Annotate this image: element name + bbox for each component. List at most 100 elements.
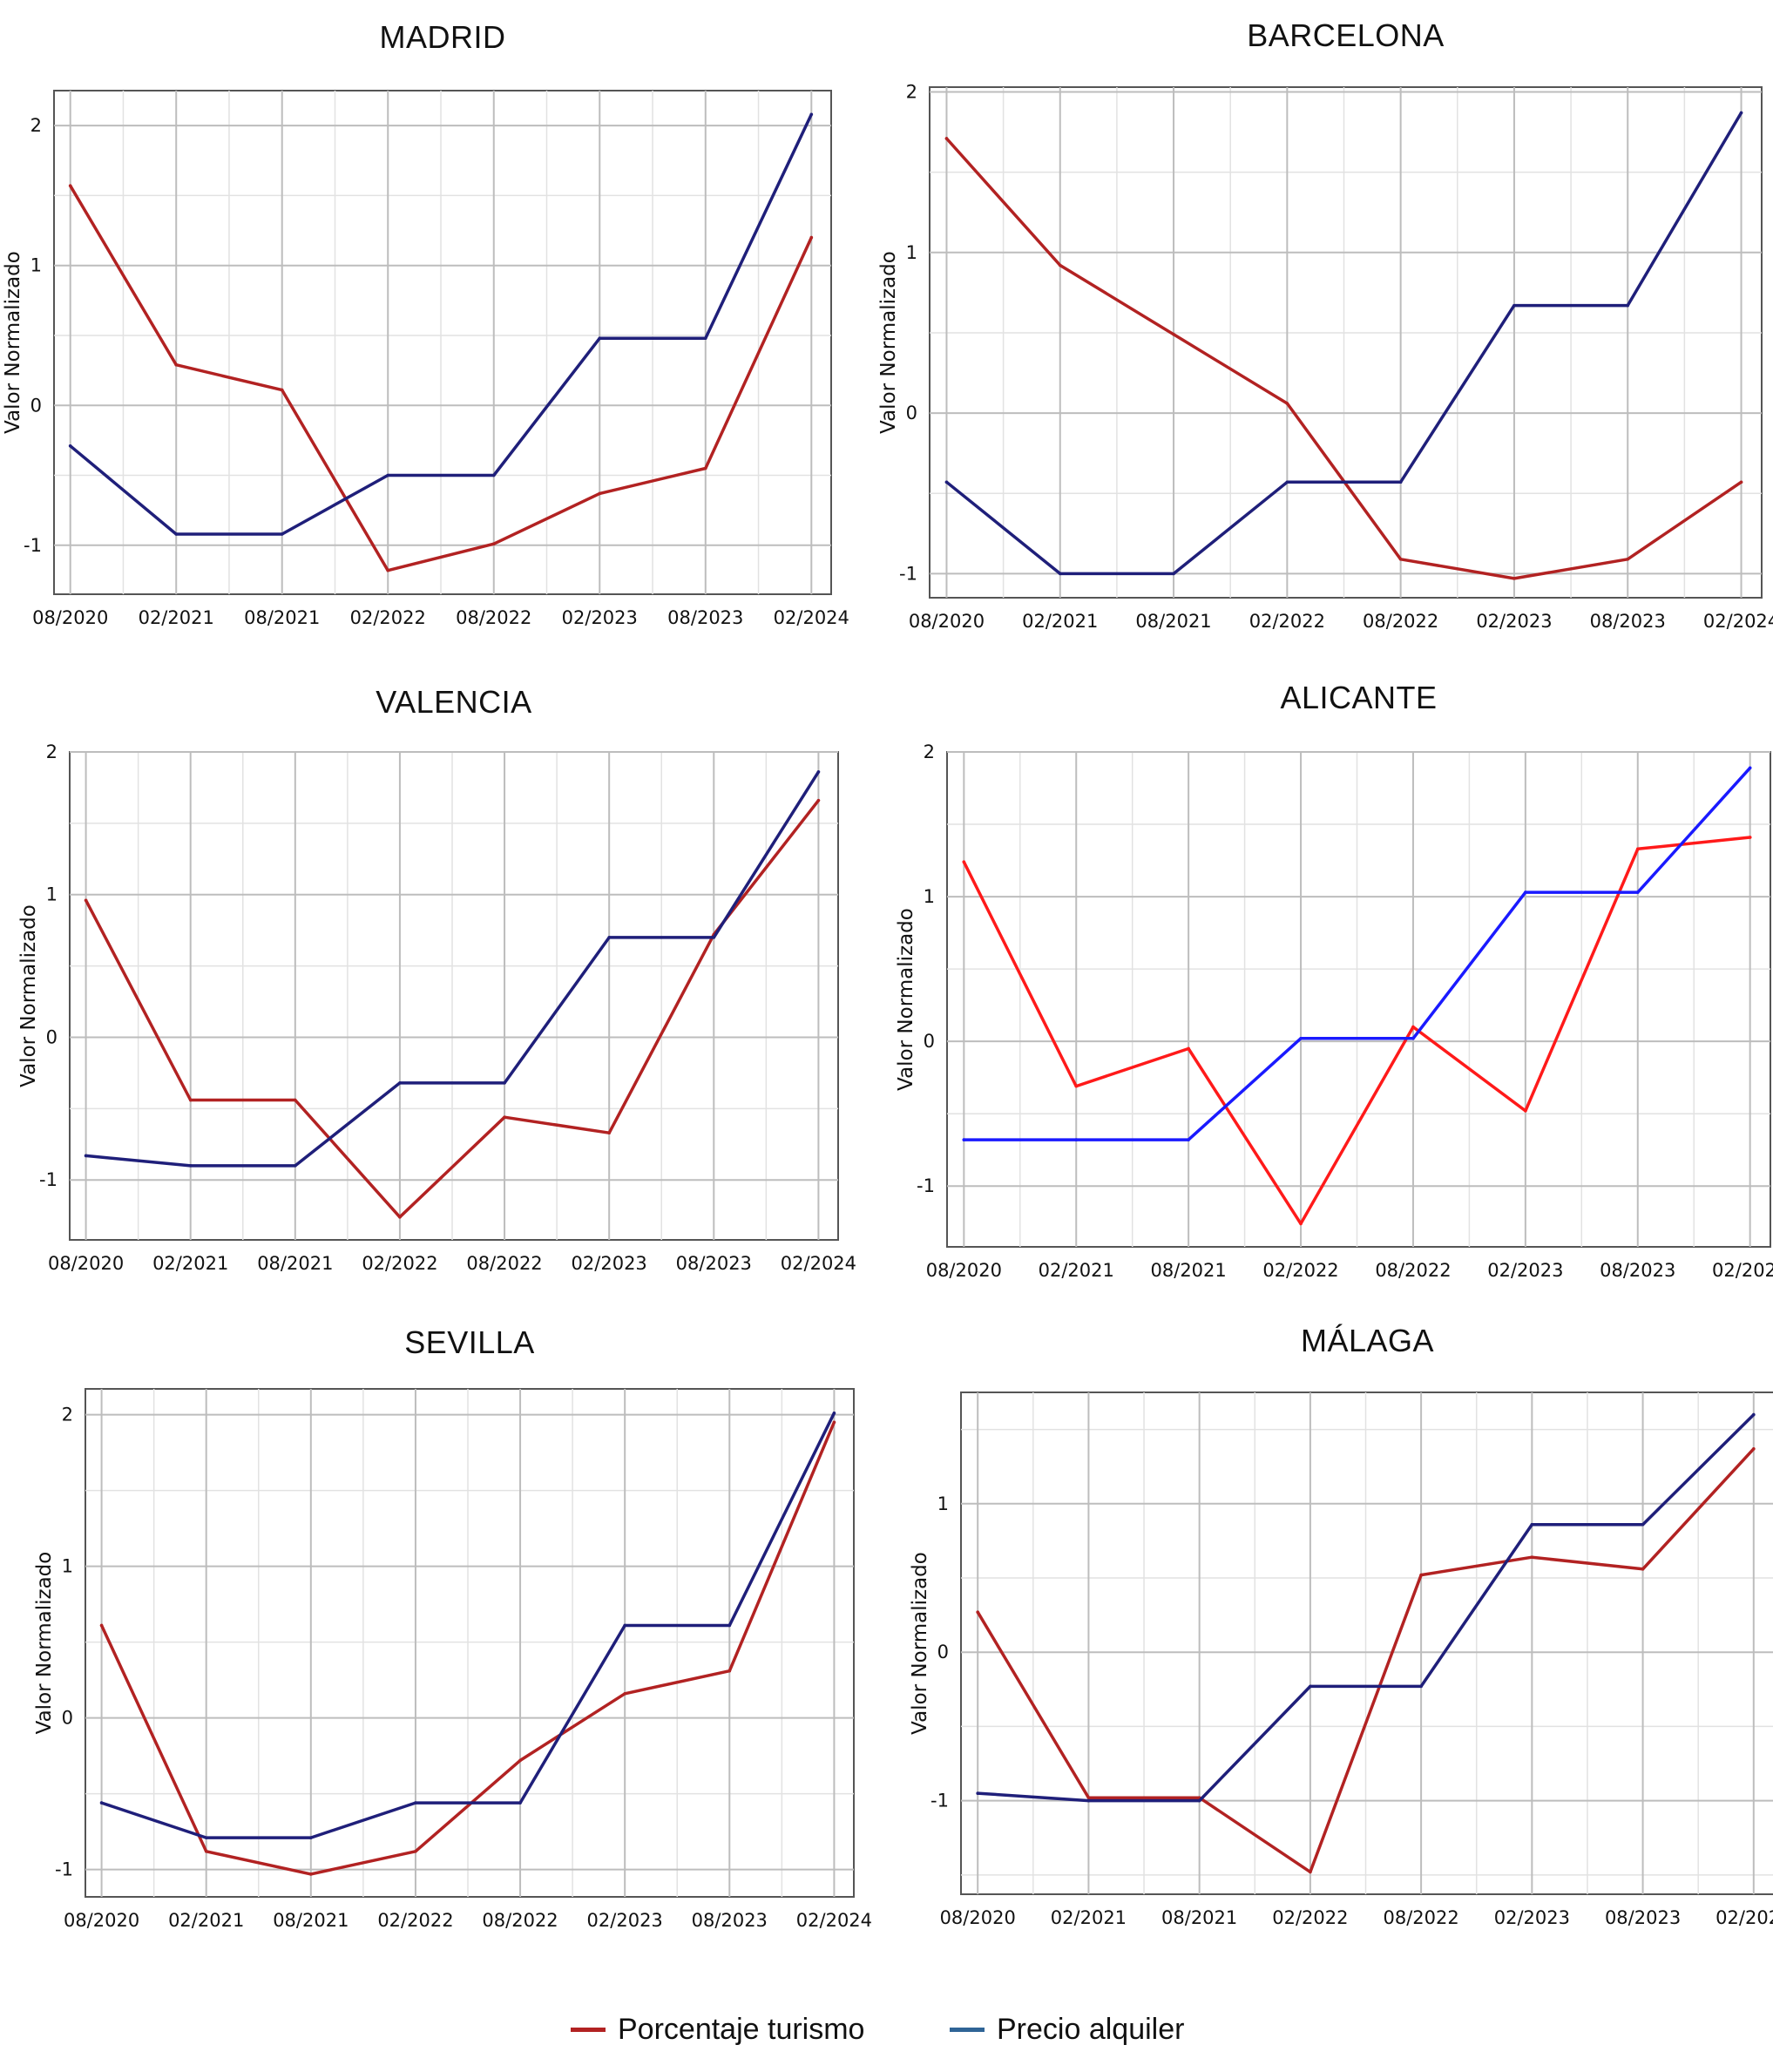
y-tick-label: 0 — [924, 1031, 935, 1052]
data-point-turismo — [607, 1131, 611, 1134]
data-point-alquiler — [727, 1623, 732, 1628]
chart-svg: 08/2020 02/2021 08/2021 02/2022 08/2022 02/20… — [17, 741, 856, 1274]
chart-panel-malaga: MÁLAGA 08/2020 02/2021 08/2021 02/2022 08/202… — [880, 1298, 1773, 1943]
x-tick-label: 08/2022 — [1375, 1260, 1451, 1281]
chart-title: MADRID — [379, 19, 506, 55]
data-point-turismo — [1512, 577, 1516, 580]
plot-frame — [946, 751, 1771, 1248]
data-point-turismo — [703, 466, 707, 471]
data-point-turismo — [503, 1115, 506, 1119]
legend-item-alquiler: Precio alquiler — [950, 2013, 1184, 2047]
data-point-alquiler — [598, 336, 602, 340]
data-point-turismo — [1752, 1446, 1756, 1451]
data-point-turismo — [962, 860, 966, 864]
data-point-turismo — [1058, 263, 1062, 267]
y-tick-label: -1 — [930, 1791, 949, 1811]
data-point-alquiler — [1641, 1522, 1645, 1527]
data-point-alquiler — [962, 1138, 966, 1141]
data-point-alquiler — [1411, 1037, 1415, 1040]
data-point-turismo — [1086, 1796, 1091, 1800]
data-point-alquiler — [607, 936, 611, 939]
chart-title: MÁLAGA — [1300, 1323, 1435, 1358]
data-point-alquiler — [816, 770, 821, 774]
data-point-alquiler — [174, 532, 179, 536]
data-point-alquiler — [518, 1801, 522, 1805]
data-point-turismo — [1626, 557, 1630, 561]
data-point-alquiler — [1524, 890, 1527, 894]
x-tick-label: 02/2022 — [1272, 1907, 1348, 1928]
data-point-alquiler — [1512, 303, 1516, 308]
series-line-alquiler — [962, 766, 1752, 1141]
data-point-turismo — [1641, 1567, 1645, 1571]
x-tick-label: 02/2022 — [362, 1253, 437, 1274]
chart-title: VALENCIA — [376, 684, 532, 720]
data-point-turismo — [518, 1758, 522, 1763]
plot-frame — [960, 1391, 1773, 1895]
data-point-alquiler — [1739, 111, 1743, 115]
data-point-alquiler — [309, 1836, 313, 1839]
x-tick-label: 08/2023 — [676, 1253, 752, 1274]
chart-svg: 08/2020 02/2021 08/2021 02/2022 08/2022 02/20… — [877, 82, 1773, 632]
legend-swatch-alquiler — [950, 2028, 985, 2032]
data-point-alquiler — [84, 1154, 88, 1158]
x-tick-label: 08/2020 — [940, 1907, 1016, 1928]
data-point-alquiler — [809, 112, 814, 117]
chart-svg: 08/2020 02/2021 08/2021 02/2022 08/2022 02/20… — [909, 1391, 1773, 1928]
data-point-alquiler — [1626, 303, 1630, 308]
data-point-alquiler — [68, 444, 72, 448]
data-point-alquiler — [1309, 1684, 1312, 1689]
y-axis-label: Valor Normalizado — [909, 1552, 931, 1735]
x-tick-label: 08/2020 — [48, 1253, 124, 1274]
data-point-alquiler — [944, 480, 949, 484]
data-point-alquiler — [1197, 1798, 1201, 1803]
y-axis-label: Valor Normalizado — [895, 908, 917, 1091]
data-point-alquiler — [1086, 1798, 1091, 1803]
data-point-alquiler — [1172, 572, 1175, 576]
y-tick-label: 1 — [62, 1556, 73, 1577]
data-point-turismo — [294, 1098, 297, 1102]
data-point-turismo — [386, 568, 390, 572]
chart-title: BARCELONA — [1247, 17, 1445, 53]
data-point-alquiler — [1398, 480, 1403, 484]
data-point-turismo — [727, 1669, 732, 1673]
data-point-alquiler — [712, 936, 716, 939]
data-point-alquiler — [398, 1081, 402, 1085]
y-tick-label: 1 — [30, 255, 42, 276]
y-axis-label: Valor Normalizado — [33, 1552, 56, 1735]
legend-label-turismo: Porcentaje turismo — [618, 2013, 865, 2046]
data-point-alquiler — [1419, 1684, 1423, 1689]
chart-title: ALICANTE — [1280, 680, 1438, 715]
x-tick-label: 08/2022 — [482, 1910, 558, 1931]
chart-svg: 08/2020 02/2021 08/2021 02/2022 08/2022 02/20… — [2, 90, 849, 628]
x-tick-label: 08/2021 — [1151, 1260, 1227, 1281]
data-point-turismo — [68, 184, 72, 187]
series-line-alquiler — [68, 112, 814, 536]
x-tick-label: 08/2022 — [1383, 1907, 1458, 1928]
chart-svg: 08/2020 02/2021 08/2021 02/2022 08/2022 02/20… — [895, 741, 1773, 1281]
plot-frame — [85, 1388, 855, 1898]
data-point-turismo — [398, 1215, 402, 1219]
legend-item-turismo: Porcentaje turismo — [571, 2013, 864, 2047]
x-tick-label: 08/2020 — [926, 1260, 1002, 1281]
x-tick-label: 02/2023 — [587, 1910, 663, 1931]
x-tick-label: 02/2022 — [1262, 1260, 1338, 1281]
data-point-turismo — [1299, 1222, 1303, 1226]
data-point-turismo — [204, 1849, 208, 1853]
chart-title: SEVILLA — [404, 1324, 535, 1360]
data-point-turismo — [976, 1610, 979, 1615]
x-tick-label: 02/2024 — [781, 1253, 856, 1274]
legend-label-alquiler: Precio alquiler — [997, 2013, 1185, 2046]
x-tick-label: 02/2023 — [562, 607, 638, 628]
data-point-turismo — [1748, 836, 1752, 839]
plot-frame — [53, 90, 832, 595]
x-tick-label: 02/2022 — [1249, 611, 1325, 632]
series-line-alquiler — [84, 770, 821, 1168]
y-tick-label: -1 — [55, 1859, 73, 1880]
y-tick-label: 1 — [937, 1493, 949, 1514]
x-tick-label: 08/2021 — [257, 1253, 333, 1274]
y-tick-label: -1 — [39, 1169, 58, 1190]
data-point-alquiler — [414, 1801, 417, 1805]
data-point-turismo — [1074, 1084, 1079, 1088]
y-tick-label: 2 — [62, 1405, 73, 1425]
data-point-alquiler — [1635, 890, 1640, 894]
